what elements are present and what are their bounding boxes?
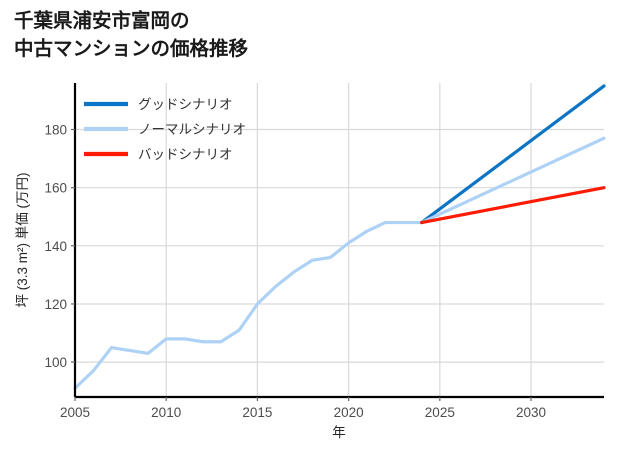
chart-title: 千葉県浦安市富岡の 中古マンションの価格推移 (14, 10, 249, 60)
y-axis-title: 坪 (3.3 m²) 単価 (万円) (15, 173, 30, 308)
series-line (73, 220, 424, 390)
y-tick-label: 180 (44, 123, 67, 138)
x-tick-label: 2025 (425, 405, 455, 420)
series-lines (73, 84, 606, 390)
y-tick-label: 160 (44, 181, 67, 196)
series-line (419, 186, 606, 225)
series-line (419, 136, 606, 225)
legend-label: バッドシナリオ (138, 147, 233, 162)
x-axis-ticks (74, 397, 532, 401)
x-axis-tick-labels: 2005 2010 2015 2020 2025 2030 (60, 405, 546, 420)
series-line (419, 84, 606, 225)
x-tick-label: 2015 (242, 405, 272, 420)
y-tick-label: 100 (44, 355, 67, 370)
y-axis-tick-labels: 100 120 140 160 180 (44, 123, 67, 371)
x-tick-label: 2030 (516, 405, 546, 420)
vertical-gridlines (165, 83, 532, 397)
x-tick-label: 2010 (151, 405, 181, 420)
y-axis-ticks (71, 128, 75, 363)
plot-area-background (75, 83, 604, 397)
y-tick-label: 140 (44, 239, 67, 254)
legend-label: ノーマルシナリオ (138, 122, 246, 137)
horizontal-gridlines (75, 128, 604, 363)
y-tick-label: 120 (44, 297, 67, 312)
x-tick-label: 2005 (60, 405, 90, 420)
x-axis-title: 年 (332, 425, 346, 440)
legend-label: グッドシナリオ (138, 97, 233, 112)
x-tick-label: 2020 (334, 405, 364, 420)
